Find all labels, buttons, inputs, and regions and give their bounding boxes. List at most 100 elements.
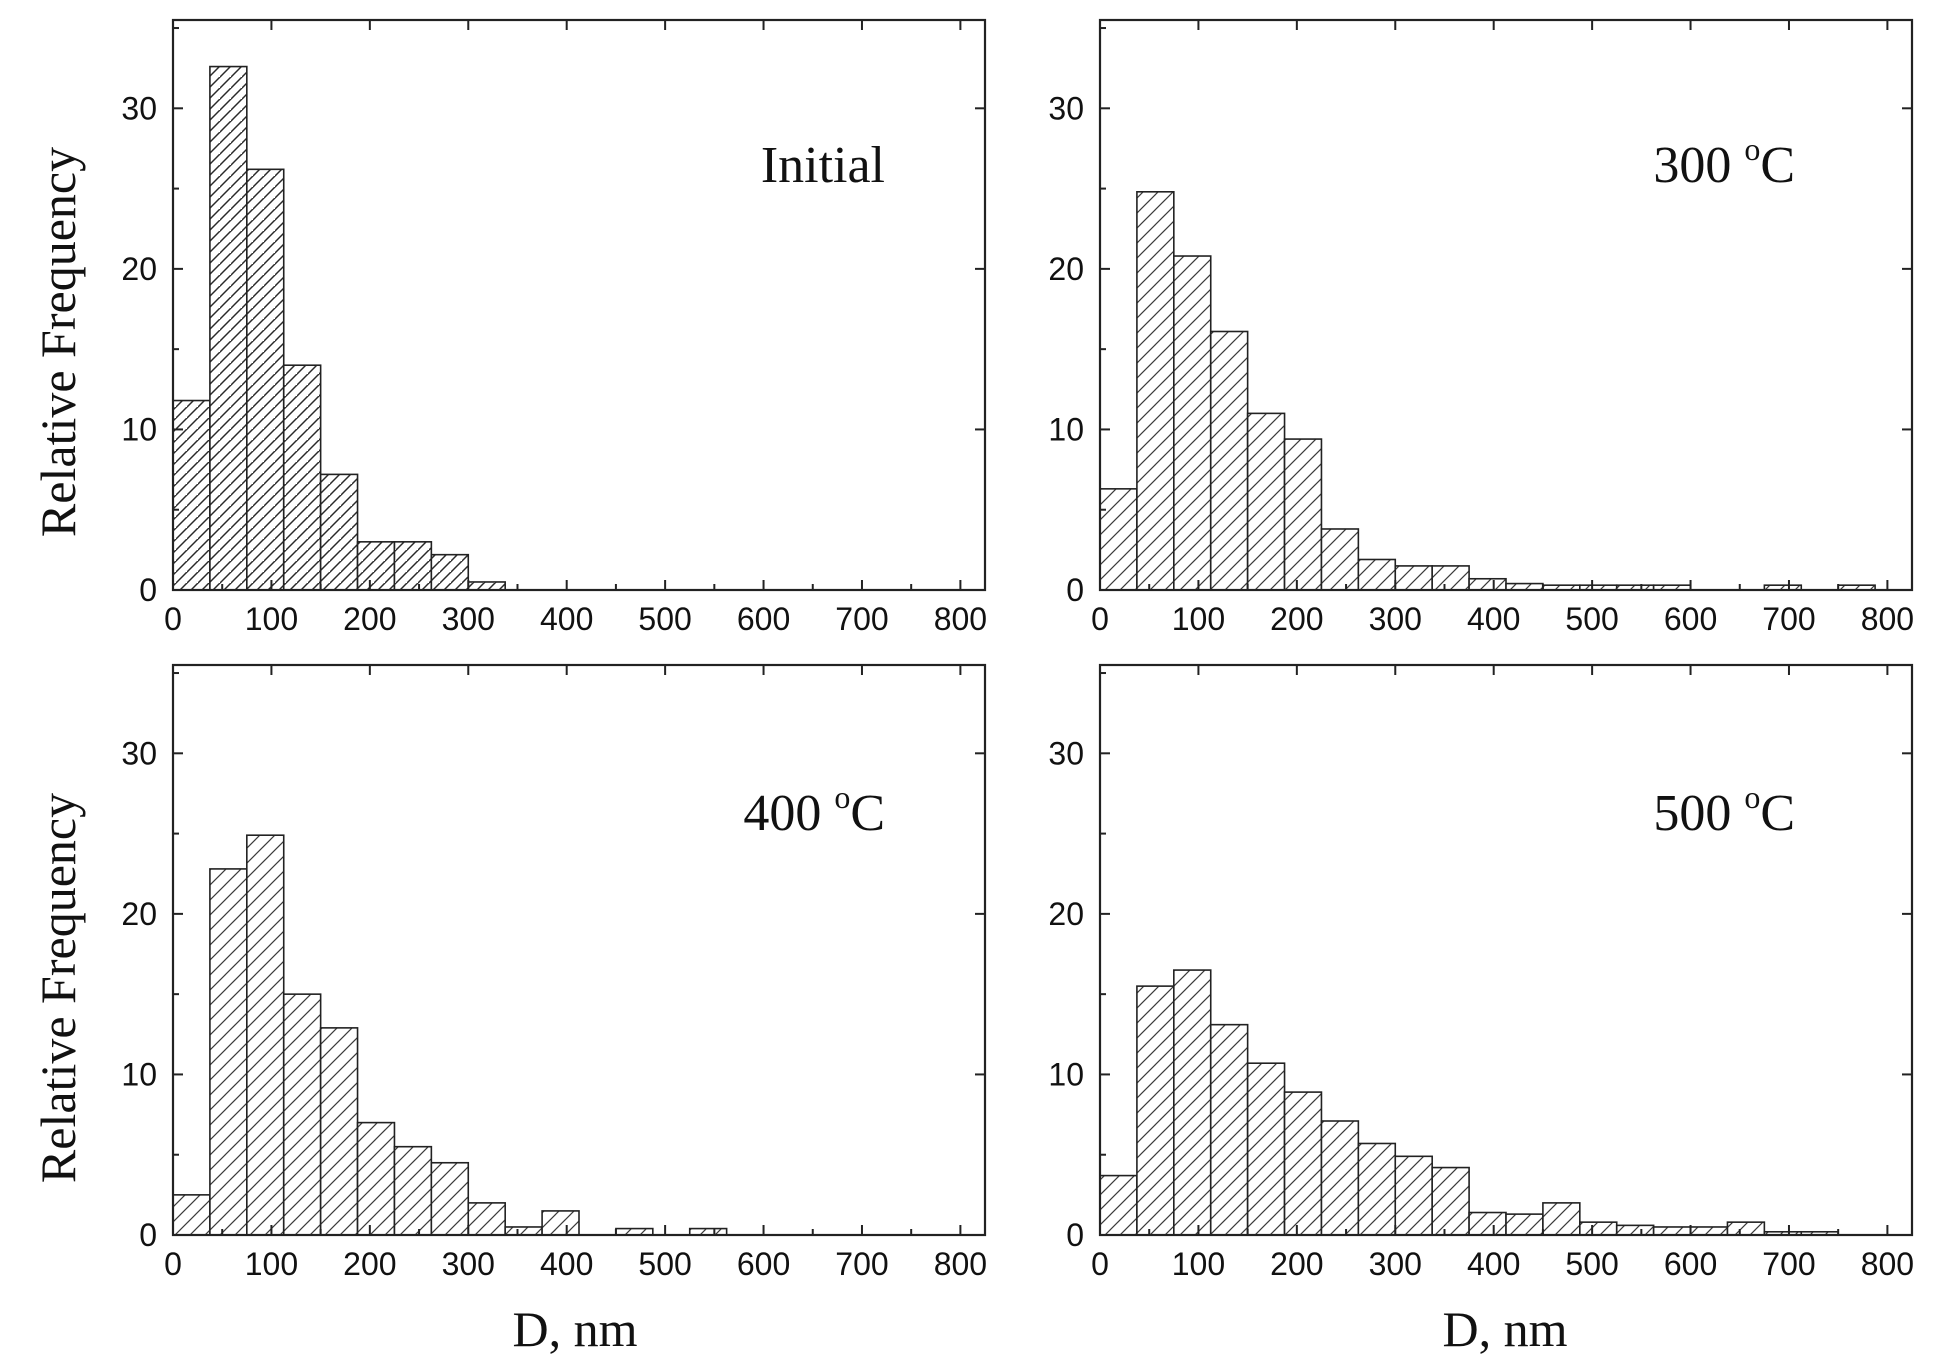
histogram-bar [1505, 1213, 1544, 1236]
panel-400c: 0 100 200 300 400 500 600 700 800 0 10 20 30 400 oC [121, 663, 987, 1282]
histogram-bar [467, 581, 506, 591]
histogram-bar [319, 1027, 359, 1236]
histogram-bar [1394, 1155, 1433, 1236]
histogram-bar [1136, 191, 1175, 591]
x-tick-label: 300 [442, 601, 495, 637]
x-tick-label: 300 [1369, 1246, 1422, 1282]
plot-frame [171, 18, 987, 592]
x-tick-label: 800 [1861, 601, 1914, 637]
x-tick-label: 500 [1565, 1246, 1618, 1282]
histogram-bar [541, 1210, 580, 1236]
histogram-bar [1689, 1226, 1729, 1236]
x-tick-label: 100 [245, 601, 298, 637]
plot-frame [1098, 18, 1914, 592]
histogram-bar [282, 364, 322, 591]
plot-frame [171, 663, 987, 1237]
x-tick-label: 700 [835, 1246, 888, 1282]
panel-label: Initial [761, 137, 885, 194]
histogram-bar [1431, 565, 1470, 591]
histogram-bar [1209, 1023, 1249, 1236]
x-tick-label: 400 [540, 1246, 593, 1282]
histogram-bar [319, 473, 359, 591]
histogram-bar [246, 168, 285, 591]
histogram-bar [1246, 1062, 1286, 1236]
y-tick-label: 30 [1048, 90, 1084, 126]
histogram-bar [1099, 488, 1138, 591]
x-tick-label: 800 [934, 1246, 987, 1282]
panel-initial: 0 100 200 300 400 500 600 700 800 0 10 20 30 Initial [121, 18, 987, 637]
plot-frame [1098, 663, 1914, 1237]
histogram-bar [1173, 969, 1212, 1236]
x-tick-label: 500 [638, 1246, 691, 1282]
panel-500c: 0 100 200 300 400 500 600 700 800 0 10 20 30 500 oC [1048, 663, 1914, 1282]
histogram-bar [1099, 1174, 1138, 1236]
histogram-bar [1357, 1142, 1397, 1236]
histogram-bar [209, 868, 248, 1236]
x-tick-label: 100 [1172, 1246, 1225, 1282]
histogram-bar [1320, 528, 1360, 591]
histogram-bar [1209, 330, 1249, 591]
x-tick-label: 400 [1467, 1246, 1520, 1282]
y-tick-label: 30 [121, 735, 157, 771]
x-tick-label: 300 [442, 1246, 495, 1282]
histogram-bar [393, 1145, 433, 1236]
y-tick-label: 0 [1066, 1217, 1084, 1253]
y-tick-label: 0 [1066, 572, 1084, 608]
x-axis-title-left: D, nm [513, 1301, 638, 1357]
y-tick-label: 20 [1048, 251, 1084, 287]
histogram-bar [1394, 565, 1433, 591]
y-tick-label: 0 [139, 572, 157, 608]
histogram-bar [1173, 255, 1212, 591]
x-tick-label: 400 [1467, 601, 1520, 637]
y-tick-label: 20 [121, 896, 157, 932]
x-axis-title-right: D, nm [1443, 1301, 1568, 1357]
histogram-bar [356, 541, 396, 591]
x-tick-label: 700 [835, 601, 888, 637]
y-tick-label: 10 [1048, 1056, 1084, 1092]
panel-label: 300 oC [1653, 131, 1795, 194]
histogram-bar [209, 65, 248, 591]
y-tick-label: 0 [139, 1217, 157, 1253]
x-tick-label: 100 [1172, 601, 1225, 637]
y-axis-title-top: Relative Frequency [30, 147, 86, 537]
x-tick-label: 600 [737, 1246, 790, 1282]
x-tick-label: 0 [1091, 601, 1109, 637]
histogram-bar [1726, 1221, 1766, 1236]
y-tick-label: 10 [121, 1056, 157, 1092]
x-tick-label: 700 [1762, 601, 1815, 637]
histogram-bar [1579, 1221, 1618, 1236]
panel-300c: 0 100 200 300 400 500 600 700 800 0 10 20 30 300 oC [1048, 18, 1914, 637]
x-tick-label: 500 [1565, 601, 1618, 637]
x-tick-label: 200 [343, 601, 396, 637]
x-tick-label: 800 [934, 601, 987, 637]
x-tick-label: 0 [164, 601, 182, 637]
x-tick-label: 600 [1664, 601, 1717, 637]
histogram-bar [282, 993, 322, 1236]
y-tick-label: 30 [121, 90, 157, 126]
histogram-bar [1468, 577, 1507, 591]
y-tick-label: 20 [121, 251, 157, 287]
histogram-bar [467, 1202, 506, 1236]
y-tick-label: 10 [1048, 411, 1084, 447]
panel-label: 400 oC [743, 779, 885, 842]
x-tick-label: 800 [1861, 1246, 1914, 1282]
histogram-bar [172, 1194, 211, 1236]
histogram-bar [246, 834, 285, 1236]
histogram-bar [1283, 438, 1323, 591]
histogram-bar [393, 541, 433, 591]
histogram-bar [1652, 1226, 1692, 1236]
y-axis-title-bottom: Relative Frequency [30, 793, 86, 1183]
x-tick-label: 200 [1270, 1246, 1323, 1282]
histogram-bar [1615, 1224, 1655, 1236]
histogram-bar [1431, 1166, 1470, 1236]
y-tick-label: 10 [121, 411, 157, 447]
x-tick-label: 700 [1762, 1246, 1815, 1282]
histogram-bar [1136, 985, 1175, 1236]
histogram-bar [356, 1121, 396, 1236]
histogram-bar [1357, 558, 1397, 591]
x-tick-label: 0 [164, 1246, 182, 1282]
x-tick-label: 0 [1091, 1246, 1109, 1282]
histogram-bar [1320, 1120, 1360, 1236]
histogram-bar [430, 1161, 470, 1236]
